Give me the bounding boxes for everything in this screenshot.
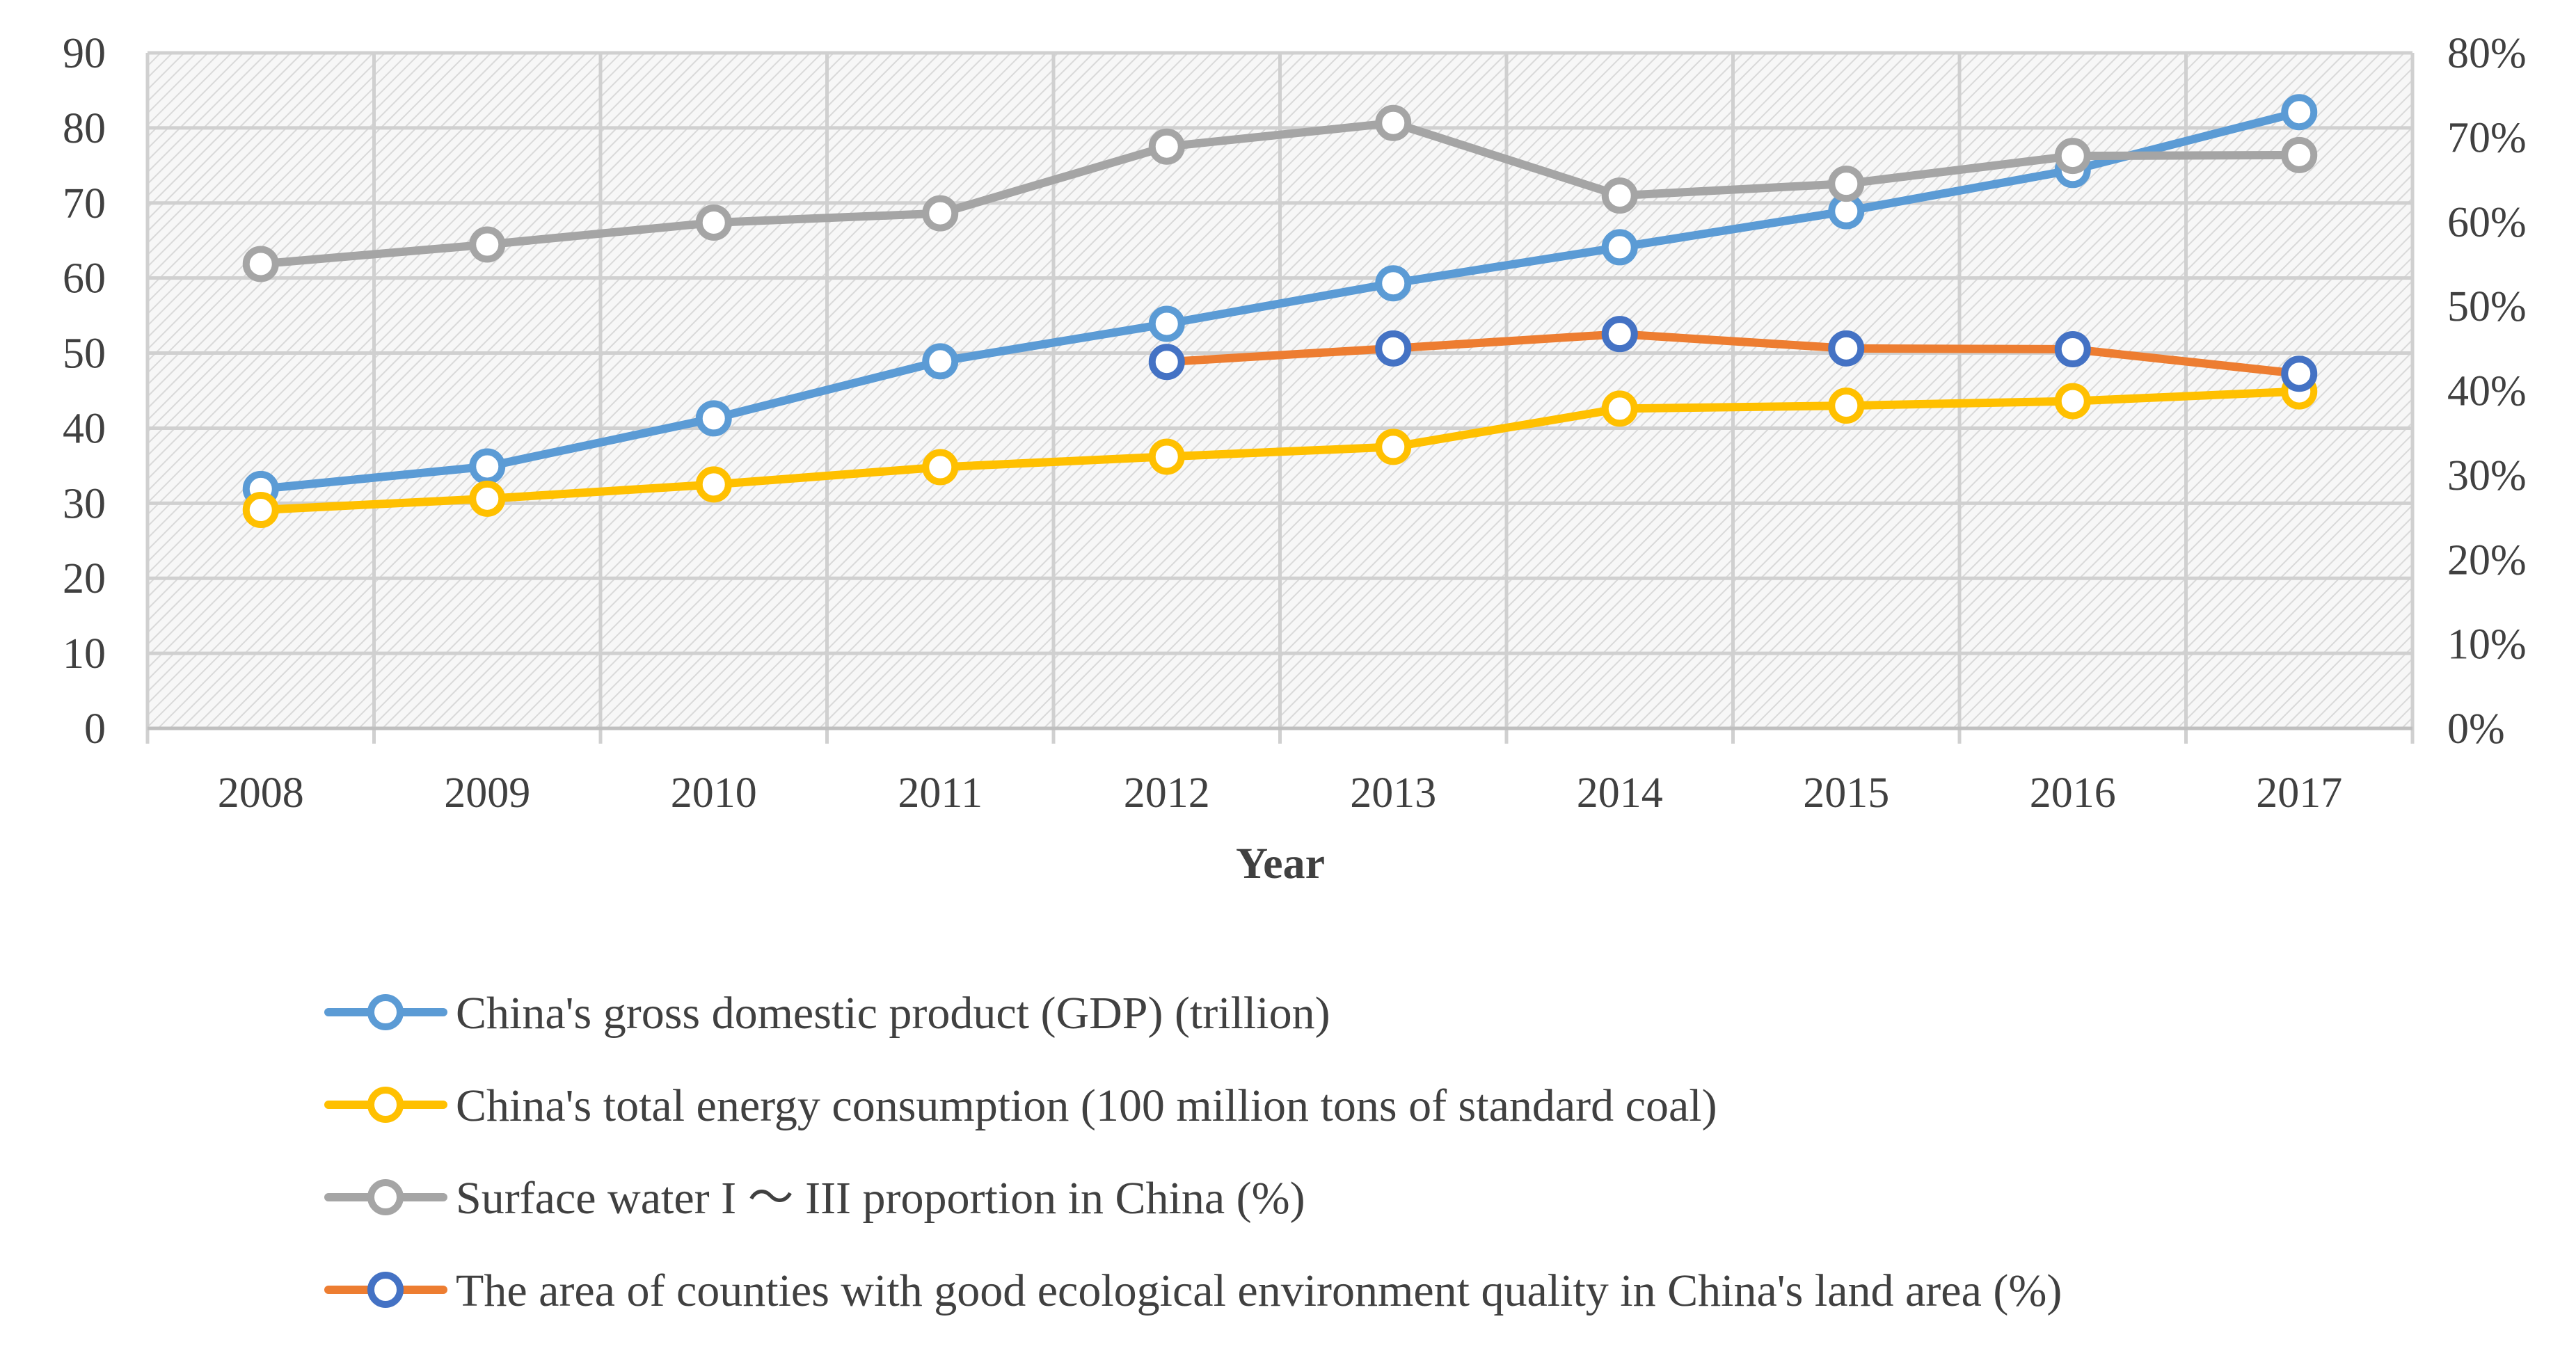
data-point xyxy=(242,246,279,282)
data-point xyxy=(1375,265,1412,302)
x-tick-label: 2011 xyxy=(898,769,983,817)
left-y-tick-label: 50 xyxy=(63,330,106,378)
x-tick-label: 2009 xyxy=(444,769,530,817)
data-point xyxy=(695,400,732,437)
left-y-tick-label: 70 xyxy=(63,180,106,227)
series-line xyxy=(1162,330,2304,378)
legend: China's gross domestic product (GDP) (tr… xyxy=(324,988,2062,1316)
data-point xyxy=(2281,94,2318,131)
x-axis: 2008 2009 2010 2011 2012 2013 2014 2015 2016 2017 xyxy=(218,769,2343,817)
data-point xyxy=(2054,383,2091,419)
series-line xyxy=(256,108,2304,493)
data-point xyxy=(922,449,959,486)
right-y-tick-label: 40% xyxy=(2447,368,2527,415)
left-y-tick-label: 90 xyxy=(63,30,106,77)
series-group xyxy=(242,104,2318,282)
data-point xyxy=(469,448,506,485)
data-point xyxy=(695,204,732,241)
data-point xyxy=(469,480,506,517)
data-point xyxy=(922,195,959,232)
left-y-tick-label: 0 xyxy=(84,705,106,753)
x-tick-label: 2012 xyxy=(1124,769,1210,817)
data-point xyxy=(1375,330,1412,367)
right-y-tick-label: 20% xyxy=(2447,536,2527,584)
right-y-tick-label: 50% xyxy=(2447,283,2527,330)
left-y-tick-label: 80 xyxy=(63,105,106,152)
x-tick-label: 2016 xyxy=(2030,769,2116,817)
left-y-axis: 0 10 20 30 40 50 60 70 80 90 xyxy=(63,30,106,753)
data-point xyxy=(1148,305,1185,342)
legend-marker xyxy=(367,1087,404,1123)
legend-item: China's total energy consumption (100 mi… xyxy=(324,1080,1717,1131)
x-tick-label: 2013 xyxy=(1350,769,1436,817)
data-point xyxy=(695,466,732,503)
legend-marker xyxy=(367,1179,404,1215)
right-y-tick-label: 70% xyxy=(2447,114,2527,161)
legend-label: Surface water I ～ III proportion in Chin… xyxy=(456,1173,1305,1224)
data-point xyxy=(1601,390,1638,427)
data-point xyxy=(2054,138,2091,175)
legend-label: China's total energy consumption (100 mi… xyxy=(456,1080,1717,1131)
right-y-tick-label: 0% xyxy=(2447,705,2505,753)
data-point xyxy=(922,343,959,380)
data-point xyxy=(1601,177,1638,214)
x-tick-label: 2010 xyxy=(671,769,757,817)
right-y-tick-label: 60% xyxy=(2447,199,2527,246)
left-y-tick-label: 10 xyxy=(63,630,106,678)
data-point xyxy=(242,492,279,529)
legend-label: China's gross domestic product (GDP) (tr… xyxy=(456,988,1330,1039)
series-group xyxy=(1148,316,2318,392)
right-y-tick-label: 10% xyxy=(2447,621,2527,669)
data-point xyxy=(1828,330,1865,367)
legend-label: The area of counties with good ecologica… xyxy=(456,1265,2062,1316)
data-point xyxy=(1148,438,1185,475)
right-y-tick-label: 80% xyxy=(2447,30,2527,77)
legend-item: Surface water I ～ III proportion in Chin… xyxy=(324,1173,1305,1224)
x-tick-label: 2014 xyxy=(1577,769,1663,817)
legend-marker xyxy=(367,1272,404,1308)
x-tick-label: 2017 xyxy=(2256,769,2342,817)
data-point xyxy=(1375,429,1412,465)
data-point xyxy=(1828,166,1865,202)
x-axis-title: Year xyxy=(1236,838,1325,888)
series-lines xyxy=(242,94,2318,529)
data-point xyxy=(2054,331,2091,368)
gridlines xyxy=(145,51,2415,744)
series-line xyxy=(256,387,2304,514)
data-point xyxy=(2281,355,2318,392)
legend-item: The area of counties with good ecologica… xyxy=(324,1265,2062,1316)
left-y-tick-label: 60 xyxy=(63,255,106,303)
left-y-tick-label: 30 xyxy=(63,480,106,527)
legend-marker xyxy=(367,994,404,1030)
left-y-tick-label: 40 xyxy=(63,405,106,452)
data-point xyxy=(1828,387,1865,424)
data-point xyxy=(1601,316,1638,353)
data-point xyxy=(1148,344,1185,381)
series-line xyxy=(256,118,2304,269)
data-point xyxy=(1601,229,1638,266)
x-tick-label: 2008 xyxy=(218,769,304,817)
data-point xyxy=(469,226,506,263)
legend-item: China's gross domestic product (GDP) (tr… xyxy=(324,988,1330,1039)
x-tick-label: 2015 xyxy=(1803,769,1889,817)
left-y-tick-label: 20 xyxy=(63,555,106,602)
data-point xyxy=(1148,128,1185,165)
data-point xyxy=(1375,104,1412,141)
right-y-tick-label: 30% xyxy=(2447,452,2527,499)
data-point xyxy=(2281,136,2318,173)
right-y-axis: 0% 10% 20% 30% 40% 50% 60% 70% 80% xyxy=(2447,30,2527,753)
